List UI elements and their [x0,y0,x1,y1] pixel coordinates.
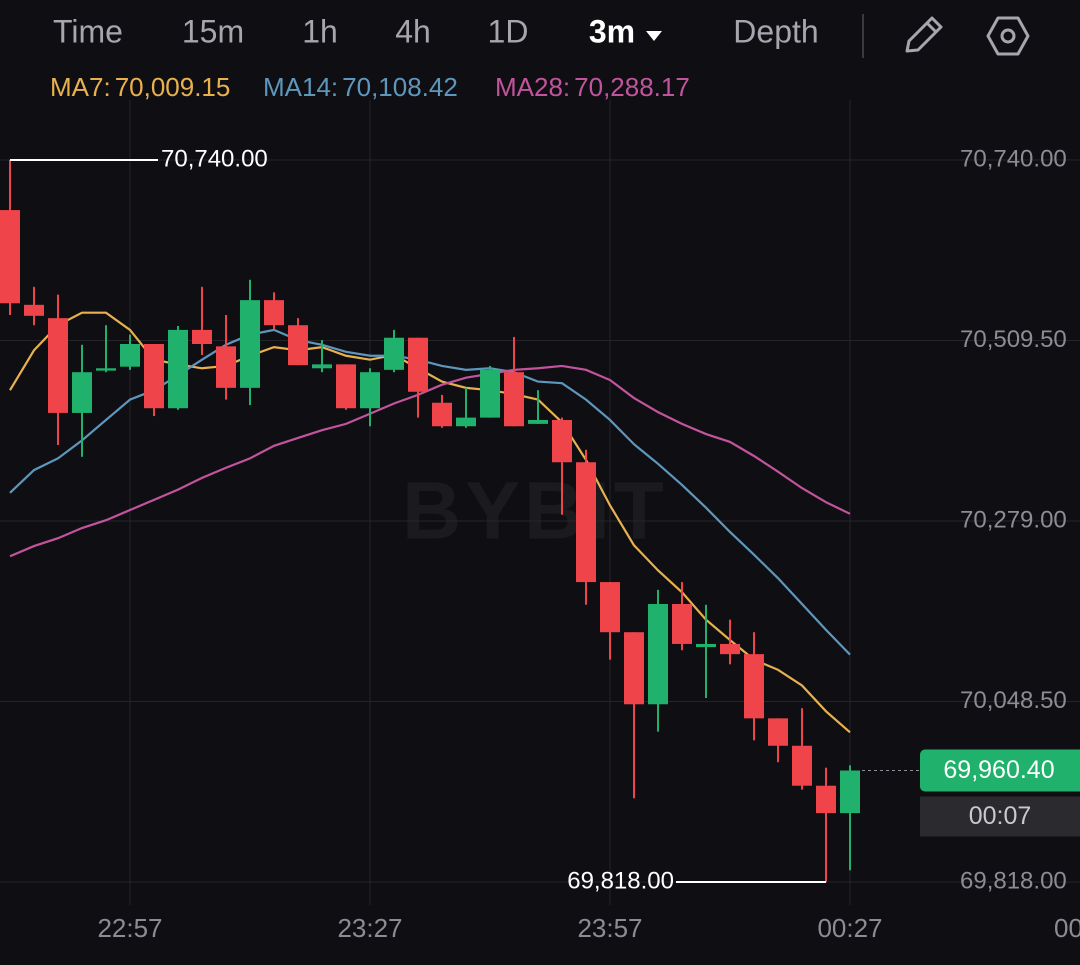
pencil-icon[interactable] [905,16,943,53]
x-tick-label: 23:27 [337,913,402,943]
ma-value: 70,009.15 [115,72,231,102]
countdown-box [920,796,1080,837]
candle-body [24,304,44,316]
toolbar-tab[interactable]: Depth [733,13,818,49]
candle-body [432,402,452,427]
last-price-label: 69,960.40 [943,756,1054,784]
toolbar-tab[interactable]: 4h [395,13,431,49]
candle-body [648,604,668,705]
candle-body [384,337,404,370]
candle-body [0,210,20,304]
candle-body [120,343,140,367]
candle-body [792,745,812,786]
candle-body [312,364,332,369]
y-tick-label: 70,048.50 [960,687,1067,714]
ma-name: MA28: [495,72,570,102]
candle-body [72,372,92,413]
x-tick-label: 23:57 [577,913,642,943]
candle-body [552,419,572,463]
candle-body [696,643,716,648]
candle-body [456,417,476,427]
candle-body [624,632,644,705]
toolbar-tab[interactable]: 15m [182,13,244,49]
y-tick-label: 70,509.50 [960,326,1067,353]
settings-icon[interactable] [986,16,1030,56]
candle-body [144,343,164,409]
candle-body [288,325,308,366]
candle-body [840,770,860,814]
ma-legend: MA14: 70,108.42 [263,72,458,102]
candle-body [216,346,236,388]
ma-name: MA7: [50,72,111,102]
low-marker-label: 69,818.00 [567,867,674,894]
watermark: BYBIT [402,466,668,557]
ma-legend: MA28: 70,288.17 [495,72,690,102]
high-marker-label: 70,740.00 [161,145,268,172]
y-tick-label: 69,818.00 [960,867,1067,894]
toolbar-tab[interactable]: 3m [589,13,635,49]
candle-body [360,372,380,409]
candle-body [96,368,116,371]
candle-body [672,604,692,644]
y-tick-label: 70,740.00 [960,145,1067,172]
candle-body [192,329,212,344]
x-tick-label: 00:27 [817,913,882,943]
candle-body [480,369,500,418]
y-tick-label: 70,279.00 [960,506,1067,533]
candle-body [768,718,788,746]
candle-body [408,337,428,392]
candle-body [816,785,836,814]
toolbar-tab[interactable]: 1D [488,13,529,49]
candle-body [744,654,764,719]
ma-legend: MA7: 70,009.15 [50,72,230,102]
candle-body [504,372,524,427]
toolbar-tab[interactable]: 1h [302,13,338,49]
countdown-label: 00:07 [969,802,1032,830]
candle-body [720,643,740,655]
candle-body [168,329,188,409]
candle-body [240,300,260,388]
candle-body [264,300,284,326]
candle-body [48,318,68,413]
ma-value: 70,288.17 [574,72,690,102]
last-price-tag [920,749,1080,792]
x-tick-label: 22:57 [97,913,162,943]
ma-value: 70,108.42 [342,72,458,102]
candle-body [528,419,548,424]
ma-name: MA14: [263,72,338,102]
x-tick-label-clipped: 00 [1054,913,1080,943]
candle-body [600,582,620,633]
toolbar-tab[interactable]: Time [53,13,123,49]
dropdown-arrow [646,31,662,41]
candle-body [336,364,356,409]
ma-line [9,364,851,558]
candle-body [576,462,596,583]
